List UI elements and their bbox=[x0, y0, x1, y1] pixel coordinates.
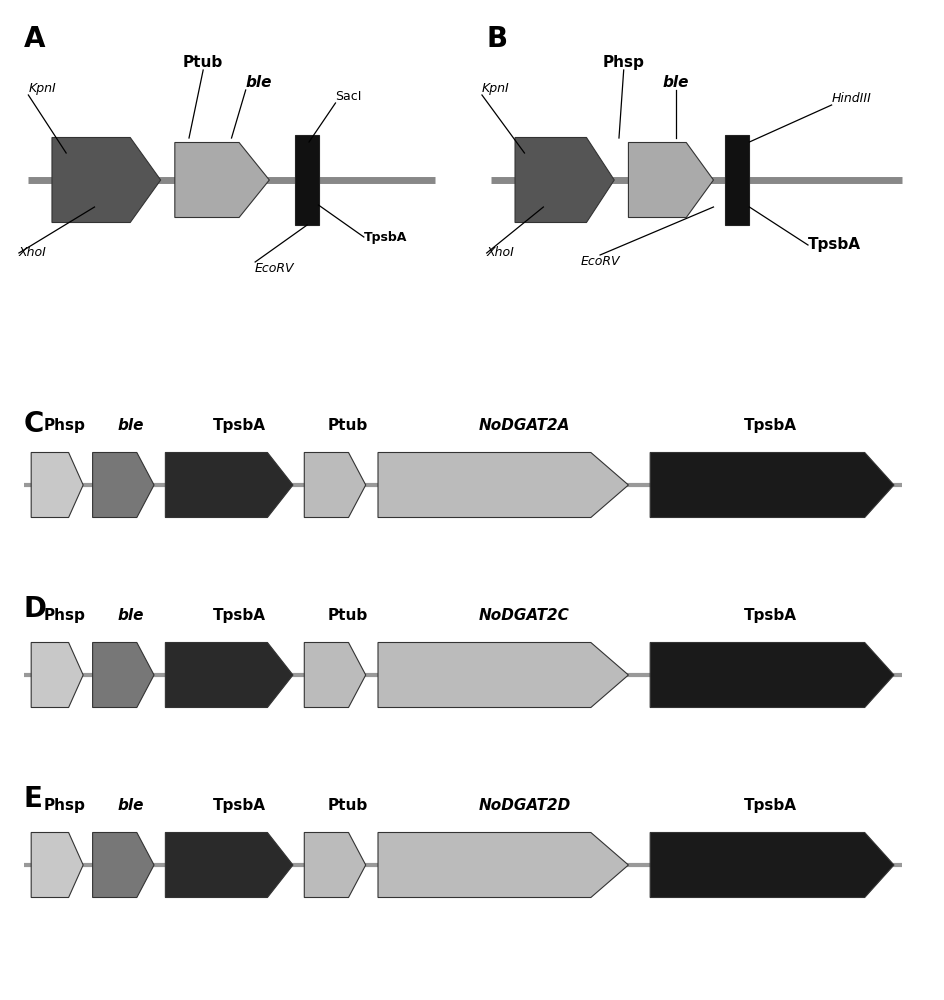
Polygon shape bbox=[93, 452, 154, 518]
Polygon shape bbox=[649, 642, 893, 708]
Text: Ptub: Ptub bbox=[328, 798, 367, 813]
Text: XhoI: XhoI bbox=[19, 246, 46, 259]
Text: D: D bbox=[24, 595, 46, 623]
Text: TpsbA: TpsbA bbox=[743, 418, 796, 433]
Polygon shape bbox=[165, 832, 293, 898]
Text: ble: ble bbox=[117, 418, 143, 433]
Text: TpsbA: TpsbA bbox=[212, 608, 265, 623]
Text: TpsbA: TpsbA bbox=[212, 798, 265, 813]
Polygon shape bbox=[165, 642, 293, 708]
Text: Phsp: Phsp bbox=[43, 608, 85, 623]
Text: TpsbA: TpsbA bbox=[807, 237, 860, 252]
Polygon shape bbox=[52, 138, 160, 223]
Text: HindIII: HindIII bbox=[831, 92, 870, 105]
Polygon shape bbox=[514, 138, 614, 223]
Text: EcoRV: EcoRV bbox=[580, 255, 619, 268]
Text: KpnI: KpnI bbox=[481, 82, 509, 95]
Text: A: A bbox=[24, 25, 45, 53]
Text: NoDGAT2A: NoDGAT2A bbox=[479, 418, 569, 433]
Polygon shape bbox=[378, 452, 628, 518]
Polygon shape bbox=[378, 832, 628, 898]
Polygon shape bbox=[93, 832, 154, 898]
Polygon shape bbox=[628, 143, 713, 218]
Text: Phsp: Phsp bbox=[43, 418, 85, 433]
Text: Ptub: Ptub bbox=[183, 55, 223, 70]
Polygon shape bbox=[378, 642, 628, 708]
Text: NoDGAT2C: NoDGAT2C bbox=[479, 608, 569, 623]
Polygon shape bbox=[175, 143, 269, 218]
Text: XhoI: XhoI bbox=[486, 246, 514, 259]
Text: TpsbA: TpsbA bbox=[743, 798, 796, 813]
Polygon shape bbox=[31, 642, 83, 708]
Text: EcoRV: EcoRV bbox=[255, 262, 295, 275]
Text: Phsp: Phsp bbox=[602, 55, 644, 70]
Text: KpnI: KpnI bbox=[28, 82, 56, 95]
Text: ble: ble bbox=[662, 75, 688, 90]
Text: TpsbA: TpsbA bbox=[363, 231, 407, 243]
Text: E: E bbox=[24, 785, 42, 813]
Polygon shape bbox=[304, 832, 365, 898]
Polygon shape bbox=[304, 452, 365, 518]
Text: C: C bbox=[24, 410, 44, 438]
Text: ble: ble bbox=[117, 608, 143, 623]
Polygon shape bbox=[165, 452, 293, 518]
Text: Phsp: Phsp bbox=[43, 798, 85, 813]
Text: NoDGAT2D: NoDGAT2D bbox=[478, 798, 570, 813]
Text: SacI: SacI bbox=[335, 90, 362, 103]
Bar bbox=[725, 135, 749, 225]
Text: B: B bbox=[486, 25, 507, 53]
Bar bbox=[295, 135, 318, 225]
Text: TpsbA: TpsbA bbox=[212, 418, 265, 433]
Polygon shape bbox=[649, 832, 893, 898]
Polygon shape bbox=[649, 452, 893, 518]
Polygon shape bbox=[93, 642, 154, 708]
Text: ble: ble bbox=[245, 75, 272, 90]
Text: TpsbA: TpsbA bbox=[743, 608, 796, 623]
Text: Ptub: Ptub bbox=[328, 418, 367, 433]
Polygon shape bbox=[31, 452, 83, 518]
Text: ble: ble bbox=[117, 798, 143, 813]
Text: Ptub: Ptub bbox=[328, 608, 367, 623]
Polygon shape bbox=[31, 832, 83, 898]
Polygon shape bbox=[304, 642, 365, 708]
